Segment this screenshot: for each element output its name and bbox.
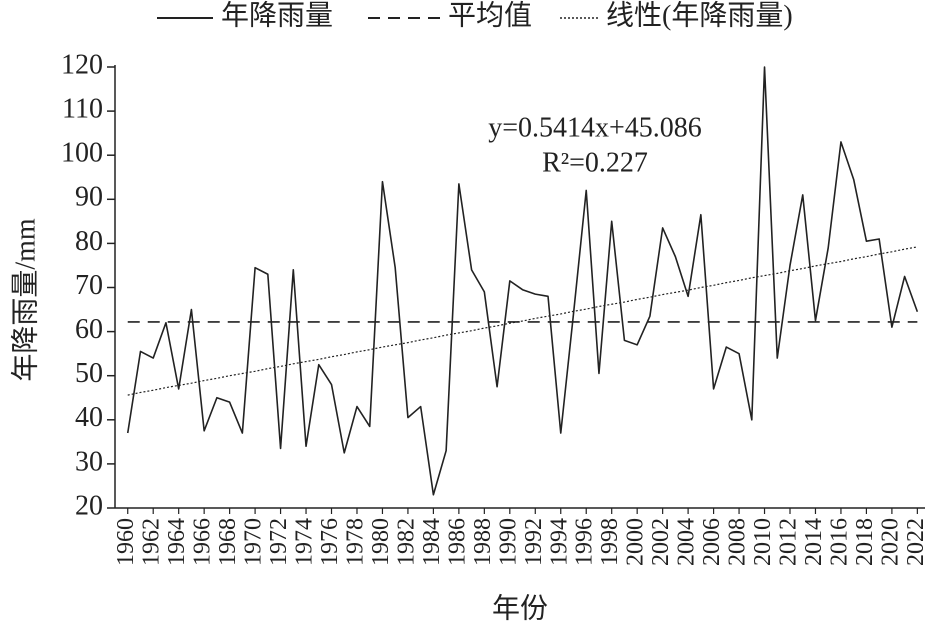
x-tick-label: 2006	[699, 518, 725, 566]
x-tick-label: 1962	[139, 518, 165, 566]
x-tick-label: 2016	[826, 518, 852, 566]
y-tick-label: 120	[61, 49, 103, 80]
x-tick-label: 1986	[444, 518, 470, 566]
x-tick-label: 2014	[801, 518, 827, 566]
x-tick-label: 1990	[495, 518, 521, 566]
x-tick-label: 1978	[342, 518, 368, 566]
y-tick-label: 80	[75, 226, 103, 257]
legend-label: 线性(年降雨量)	[606, 0, 793, 31]
x-tick-label: 1982	[393, 518, 419, 566]
x-tick-label: 2022	[903, 518, 929, 566]
x-tick-label: 1960	[113, 518, 139, 566]
x-tick-label: 1972	[266, 518, 292, 566]
x-tick-label: 1994	[546, 518, 572, 566]
x-tick-label: 2010	[750, 518, 776, 566]
y-tick-label: 110	[62, 94, 103, 125]
x-tick-label: 1984	[419, 518, 445, 566]
legend-label: 平均值	[448, 0, 532, 31]
x-tick-label: 1992	[521, 518, 547, 566]
legend-label: 年降雨量	[221, 0, 333, 31]
y-tick-label: 60	[75, 314, 103, 345]
y-tick-label: 100	[61, 138, 103, 169]
x-tick-label: 2004	[674, 518, 700, 566]
series-line	[127, 246, 918, 396]
y-tick-label: 30	[75, 446, 103, 477]
x-tick-label: 1964	[164, 518, 190, 566]
x-tick-label: 1998	[597, 518, 623, 566]
y-tick-label: 70	[75, 270, 103, 301]
x-tick-label: 1980	[368, 518, 394, 566]
x-tick-label: 2012	[776, 518, 802, 566]
annotation: y=0.5414x+45.086	[488, 112, 702, 143]
x-tick-label: 1968	[215, 518, 241, 566]
y-tick-label: 20	[75, 490, 103, 521]
x-tick-label: 1976	[317, 518, 343, 566]
x-tick-label: 1970	[241, 518, 267, 566]
x-tick-label: 2020	[877, 518, 903, 566]
x-axis-label: 年份	[492, 592, 548, 624]
x-tick-label: 2000	[623, 518, 649, 566]
x-tick-label: 1974	[292, 518, 318, 566]
x-tick-label: 1996	[572, 518, 598, 566]
y-axis-label: 年降雨量/mm	[9, 218, 41, 382]
x-tick-label: 1966	[190, 518, 216, 566]
y-tick-label: 50	[75, 358, 103, 389]
x-tick-label: 1988	[470, 518, 496, 566]
annotation: R²=0.227	[542, 147, 648, 178]
y-tick-label: 40	[75, 402, 103, 433]
x-tick-label: 2018	[852, 518, 878, 566]
x-tick-label: 2002	[648, 518, 674, 566]
y-tick-label: 90	[75, 182, 103, 213]
x-tick-label: 2008	[725, 518, 751, 566]
series-line	[126, 66, 919, 496]
